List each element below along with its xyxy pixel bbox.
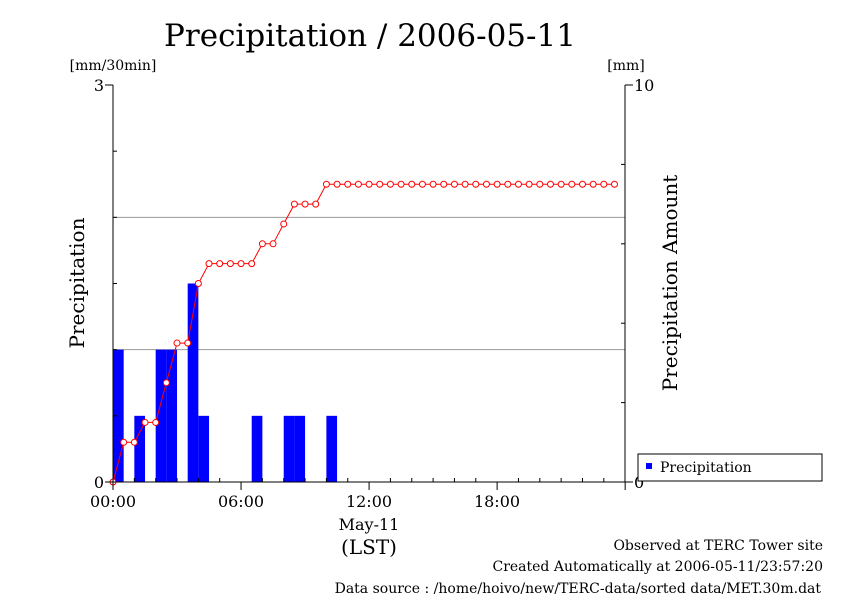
amount-point bbox=[418, 180, 426, 188]
y-right-tick-bottom: 0 bbox=[634, 473, 644, 492]
amount-point bbox=[333, 180, 341, 188]
legend-swatch-precipitation bbox=[646, 463, 652, 469]
precipitation-bar bbox=[134, 415, 146, 482]
amount-point bbox=[429, 180, 437, 188]
right-unit-label: [mm] bbox=[607, 58, 644, 74]
amount-point bbox=[536, 180, 544, 188]
amount-point bbox=[290, 200, 298, 208]
y-right-tick-top: 10 bbox=[634, 76, 654, 95]
amount-point bbox=[557, 180, 565, 188]
amount-point bbox=[301, 200, 309, 208]
y-left-tick-bottom: 0 bbox=[94, 473, 104, 492]
precipitation-bar bbox=[166, 349, 178, 482]
precipitation-bar bbox=[187, 283, 199, 482]
amount-line-group bbox=[109, 180, 618, 486]
amount-point bbox=[600, 180, 608, 188]
amount-point bbox=[226, 260, 234, 268]
amount-point bbox=[525, 180, 533, 188]
amount-point bbox=[386, 180, 394, 188]
legend-box bbox=[637, 453, 823, 482]
chart-title: Precipitation / 2006-05-11 bbox=[164, 18, 576, 54]
x-axis-unit-label: (LST) bbox=[341, 535, 397, 559]
footer-data-source: Data source : /home/hoivo/new/TERC-data/… bbox=[335, 581, 822, 595]
amount-point bbox=[610, 180, 618, 188]
right-axis-label: Precipitation Amount bbox=[658, 175, 682, 392]
amount-point bbox=[269, 240, 277, 248]
amount-point bbox=[472, 180, 480, 188]
left-unit-label: [mm/30min] bbox=[70, 58, 157, 74]
amount-point bbox=[312, 200, 320, 208]
precipitation-bar bbox=[198, 415, 210, 482]
legend: Precipitation bbox=[637, 453, 823, 482]
axes-group bbox=[105, 84, 633, 490]
amount-point bbox=[162, 379, 170, 387]
amount-point bbox=[120, 438, 128, 446]
legend-label-precipitation: Precipitation bbox=[660, 460, 752, 476]
amount-point bbox=[568, 180, 576, 188]
amount-point bbox=[365, 180, 373, 188]
amount-point bbox=[184, 339, 192, 347]
amount-point bbox=[205, 260, 213, 268]
y-left-tick-top: 3 bbox=[94, 76, 104, 95]
amount-point bbox=[450, 180, 458, 188]
amount-point bbox=[482, 180, 490, 188]
amount-point bbox=[546, 180, 554, 188]
amount-point bbox=[141, 418, 149, 426]
precipitation-bar bbox=[251, 415, 263, 482]
precipitation-bar bbox=[113, 349, 124, 482]
left-axis-label: Precipitation bbox=[65, 217, 89, 348]
precipitation-bar bbox=[155, 349, 167, 482]
amount-point bbox=[216, 260, 224, 268]
amount-point bbox=[173, 339, 181, 347]
footer-created: Created Automatically at 2006-05-11/23:5… bbox=[492, 559, 823, 575]
amount-point bbox=[248, 260, 256, 268]
amount-point bbox=[493, 180, 501, 188]
x-tick-0600: 06:00 bbox=[218, 492, 264, 511]
amount-point bbox=[461, 180, 469, 188]
amount-point bbox=[280, 220, 288, 228]
amount-point bbox=[194, 280, 202, 287]
amount-point bbox=[504, 180, 512, 188]
amount-point bbox=[344, 180, 352, 188]
amount-point bbox=[397, 180, 405, 188]
amount-point bbox=[408, 180, 416, 188]
amount-point bbox=[258, 240, 266, 248]
amount-point bbox=[578, 180, 586, 188]
amount-point bbox=[440, 180, 448, 188]
amount-point bbox=[376, 180, 384, 188]
precipitation-bar bbox=[283, 415, 295, 482]
amount-point bbox=[354, 180, 362, 188]
amount-point bbox=[152, 418, 160, 426]
x-axis-date-label: May-11 bbox=[339, 515, 400, 534]
amount-point bbox=[514, 180, 522, 188]
x-tick-1800: 18:00 bbox=[474, 492, 520, 511]
amount-point bbox=[130, 438, 138, 446]
precipitation-bar bbox=[294, 415, 306, 482]
x-tick-0000: 00:00 bbox=[90, 492, 136, 511]
bars-group bbox=[113, 283, 338, 482]
amount-point bbox=[322, 180, 330, 188]
precipitation-bar bbox=[326, 415, 338, 482]
amount-point bbox=[237, 260, 245, 268]
footer-observed: Observed at TERC Tower site bbox=[613, 538, 823, 554]
x-tick-1200: 12:00 bbox=[346, 492, 392, 511]
amount-point bbox=[589, 180, 597, 188]
